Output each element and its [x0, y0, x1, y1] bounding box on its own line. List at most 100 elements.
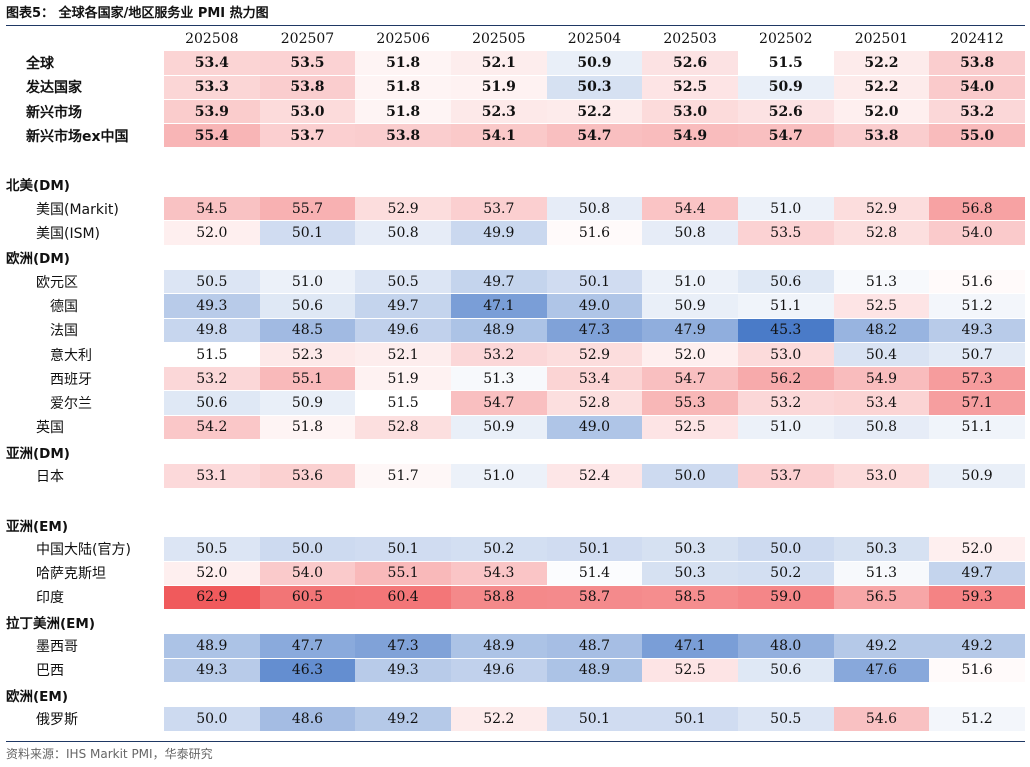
- empty-cell: [355, 172, 451, 198]
- empty-cell: [546, 245, 643, 270]
- heat-cell: 60.5: [259, 585, 356, 611]
- empty-cell: [259, 245, 356, 270]
- row-label: 新兴市场: [6, 99, 164, 125]
- heat-cell: 50.0: [259, 536, 356, 562]
- empty-cell: [737, 439, 834, 465]
- heat-cell: 50.6: [259, 293, 356, 319]
- empty-cell: [259, 439, 356, 465]
- heat-cell: 54.9: [833, 366, 930, 392]
- heat-cell: 54.4: [642, 196, 738, 222]
- empty-cell: [929, 682, 1025, 708]
- heat-cell: 53.5: [737, 220, 834, 246]
- heat-cell: 52.0: [642, 342, 738, 368]
- table-row: 巴西 49.3 46.3 49.3 49.6 48.9 52.5 50.6 47.6 51.6: [6, 658, 1025, 684]
- empty-cell: [642, 147, 738, 173]
- spacer-row: [6, 147, 1025, 173]
- table-row: 中国大陆(官方) 50.5 50.0 50.1 50.2 50.1 50.3 50.0 50.3…: [6, 536, 1025, 562]
- heat-cell: 55.0: [929, 123, 1025, 149]
- empty-cell: [259, 172, 356, 198]
- figure-title: 图表5： 全球各国家/地区服务业 PMI 热力图: [6, 6, 269, 21]
- heat-cell: 50.8: [642, 220, 738, 246]
- empty-cell: [355, 512, 451, 538]
- heat-cell: 52.4: [546, 463, 643, 489]
- heat-cell: 53.4: [546, 366, 643, 392]
- row-label: 法国: [6, 318, 164, 343]
- heat-cell: 52.0: [164, 220, 260, 246]
- empty-cell: [450, 609, 547, 635]
- heat-cell: 52.6: [737, 99, 834, 125]
- heat-cell: 52.9: [355, 196, 451, 222]
- heat-cell: 58.7: [546, 585, 643, 611]
- row-label: 英国: [6, 415, 164, 441]
- heat-cell: 52.1: [355, 342, 451, 368]
- heat-cell: 51.5: [737, 50, 834, 76]
- row-label: 欧元区: [6, 269, 164, 295]
- heat-cell: 50.3: [642, 561, 738, 586]
- pmi-heatmap-table: 202508 202507 202506 202505 202504 202503 2025…: [6, 27, 1025, 732]
- empty-cell: [642, 488, 738, 513]
- heat-cell: 58.8: [450, 585, 547, 611]
- row-label: [6, 147, 164, 173]
- heat-cell: 58.5: [642, 585, 738, 611]
- heat-cell: 57.1: [929, 390, 1025, 416]
- corner-header: [6, 27, 164, 52]
- heat-cell: 52.2: [833, 50, 930, 76]
- empty-cell: [450, 512, 547, 538]
- row-label: 俄罗斯: [6, 706, 164, 732]
- column-header: 202501: [833, 27, 930, 52]
- table-row: 日本 53.1 53.6 51.7 51.0 52.4 50.0 53.7 53.0 50.9: [6, 463, 1025, 489]
- empty-cell: [642, 439, 738, 465]
- empty-cell: [355, 488, 451, 513]
- empty-cell: [450, 488, 547, 513]
- heat-cell: 49.7: [450, 269, 547, 295]
- heat-cell: 52.2: [833, 75, 930, 100]
- heat-cell: 53.9: [164, 99, 260, 125]
- table-row: 意大利 51.5 52.3 52.1 53.2 52.9 52.0 53.0 50.4 50.7: [6, 342, 1025, 368]
- heat-cell: 47.9: [642, 318, 738, 343]
- empty-cell: [164, 488, 260, 513]
- heat-cell: 55.1: [259, 366, 356, 392]
- row-label: 中国大陆(官方): [6, 536, 164, 562]
- heat-cell: 50.9: [737, 75, 834, 100]
- heat-cell: 50.4: [833, 342, 930, 368]
- table-row: 全球 53.4 53.5 51.8 52.1 50.9 52.6 51.5 52.2 53.8: [6, 50, 1025, 76]
- empty-cell: [737, 245, 834, 270]
- heat-cell: 54.0: [929, 75, 1025, 100]
- heat-cell: 51.6: [929, 269, 1025, 295]
- empty-cell: [737, 488, 834, 513]
- heat-cell: 53.0: [737, 342, 834, 368]
- source-note: 资料来源：IHS Markit PMI，华泰研究: [6, 747, 213, 761]
- column-header: 202508: [164, 27, 260, 52]
- heat-cell: 53.4: [833, 390, 930, 416]
- column-header: 202412: [929, 27, 1025, 52]
- heat-cell: 47.3: [546, 318, 643, 343]
- heat-cell: 52.3: [259, 342, 356, 368]
- heat-cell: 54.3: [450, 561, 547, 586]
- heat-cell: 54.7: [546, 123, 643, 149]
- heat-cell: 53.4: [164, 50, 260, 76]
- heat-cell: 53.8: [355, 123, 451, 149]
- heat-cell: 52.0: [833, 99, 930, 125]
- heat-cell: 52.5: [642, 415, 738, 441]
- column-header: 202506: [355, 27, 451, 52]
- table-row: 德国 49.3 50.6 49.7 47.1 49.0 50.9 51.1 52.5 51.2: [6, 293, 1025, 319]
- section-header-row: 亚洲(EM): [6, 512, 1025, 538]
- heat-cell: 48.9: [164, 633, 260, 659]
- heat-cell: 53.3: [164, 75, 260, 100]
- heat-cell: 59.3: [929, 585, 1025, 611]
- heat-cell: 50.9: [546, 50, 643, 76]
- heat-cell: 47.1: [642, 633, 738, 659]
- empty-cell: [833, 439, 930, 465]
- heat-cell: 48.7: [546, 633, 643, 659]
- heat-cell: 55.1: [355, 561, 451, 586]
- empty-cell: [833, 609, 930, 635]
- heat-cell: 52.0: [929, 536, 1025, 562]
- section-header-row: 北美(DM): [6, 172, 1025, 198]
- row-label: 新兴市场ex中国: [6, 123, 164, 149]
- section-header-row: 欧洲(EM): [6, 682, 1025, 708]
- empty-cell: [355, 245, 451, 270]
- section-label: 欧洲(EM): [6, 682, 164, 708]
- empty-cell: [546, 488, 643, 513]
- heat-cell: 54.0: [929, 220, 1025, 246]
- heat-cell: 49.7: [929, 561, 1025, 586]
